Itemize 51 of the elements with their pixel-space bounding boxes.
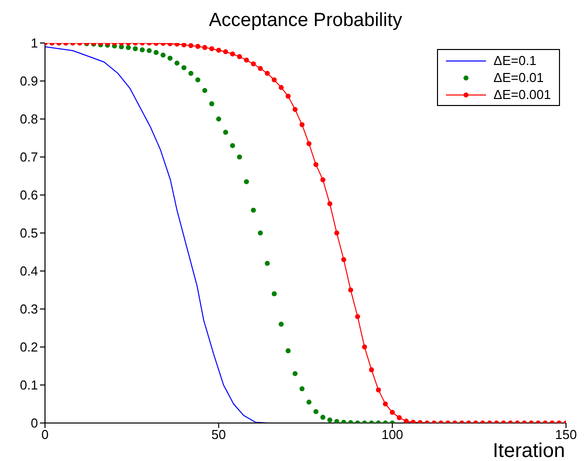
point bbox=[132, 46, 138, 52]
point bbox=[258, 230, 263, 236]
y-tick-label: 0.9 bbox=[20, 74, 38, 89]
point bbox=[188, 70, 194, 76]
point bbox=[146, 48, 152, 54]
x-axis-title: Iteration bbox=[492, 440, 565, 461]
x-tick-label: 50 bbox=[211, 427, 226, 442]
point bbox=[300, 386, 305, 392]
point bbox=[140, 47, 145, 52]
x-tick-label: 100 bbox=[381, 427, 404, 442]
y-tick-label: 0.7 bbox=[20, 150, 38, 165]
point bbox=[160, 52, 166, 58]
point bbox=[286, 348, 291, 354]
chart-title: Acceptance Probability bbox=[208, 10, 404, 32]
point bbox=[181, 65, 186, 70]
y-tick-label: 0.4 bbox=[20, 264, 38, 279]
point bbox=[209, 101, 214, 106]
y-tick-label: 0 bbox=[30, 416, 38, 431]
y-tick-label: 0.6 bbox=[20, 188, 38, 203]
point bbox=[313, 409, 318, 414]
point bbox=[237, 154, 242, 160]
point bbox=[334, 418, 340, 423]
point bbox=[327, 417, 332, 422]
legend-label: ΔE=0.001 bbox=[494, 87, 551, 102]
point bbox=[278, 322, 284, 327]
y-tick-label: 0.1 bbox=[20, 378, 38, 393]
legend-label: ΔE=0.01 bbox=[494, 70, 544, 85]
point bbox=[202, 88, 208, 93]
point bbox=[230, 143, 236, 148]
legend-label: ΔE=0.1 bbox=[494, 53, 537, 68]
point bbox=[272, 291, 277, 296]
point bbox=[216, 116, 222, 122]
point bbox=[174, 60, 180, 66]
point bbox=[168, 56, 173, 61]
x-tick-label: 150 bbox=[555, 427, 577, 442]
y-tick-label: 1 bbox=[30, 36, 38, 51]
point bbox=[264, 260, 270, 266]
point bbox=[223, 130, 228, 135]
point bbox=[195, 77, 200, 82]
point bbox=[292, 371, 298, 376]
y-tick-label: 0.5 bbox=[20, 226, 38, 241]
point bbox=[154, 50, 159, 55]
point bbox=[306, 400, 312, 405]
point bbox=[250, 208, 256, 213]
y-tick-label: 0.3 bbox=[20, 302, 38, 317]
point bbox=[320, 414, 326, 420]
point bbox=[126, 45, 131, 50]
y-tick-label: 0.8 bbox=[20, 112, 38, 127]
x-tick-label: 0 bbox=[41, 427, 49, 442]
y-tick-label: 0.2 bbox=[20, 340, 38, 355]
point bbox=[244, 179, 249, 184]
